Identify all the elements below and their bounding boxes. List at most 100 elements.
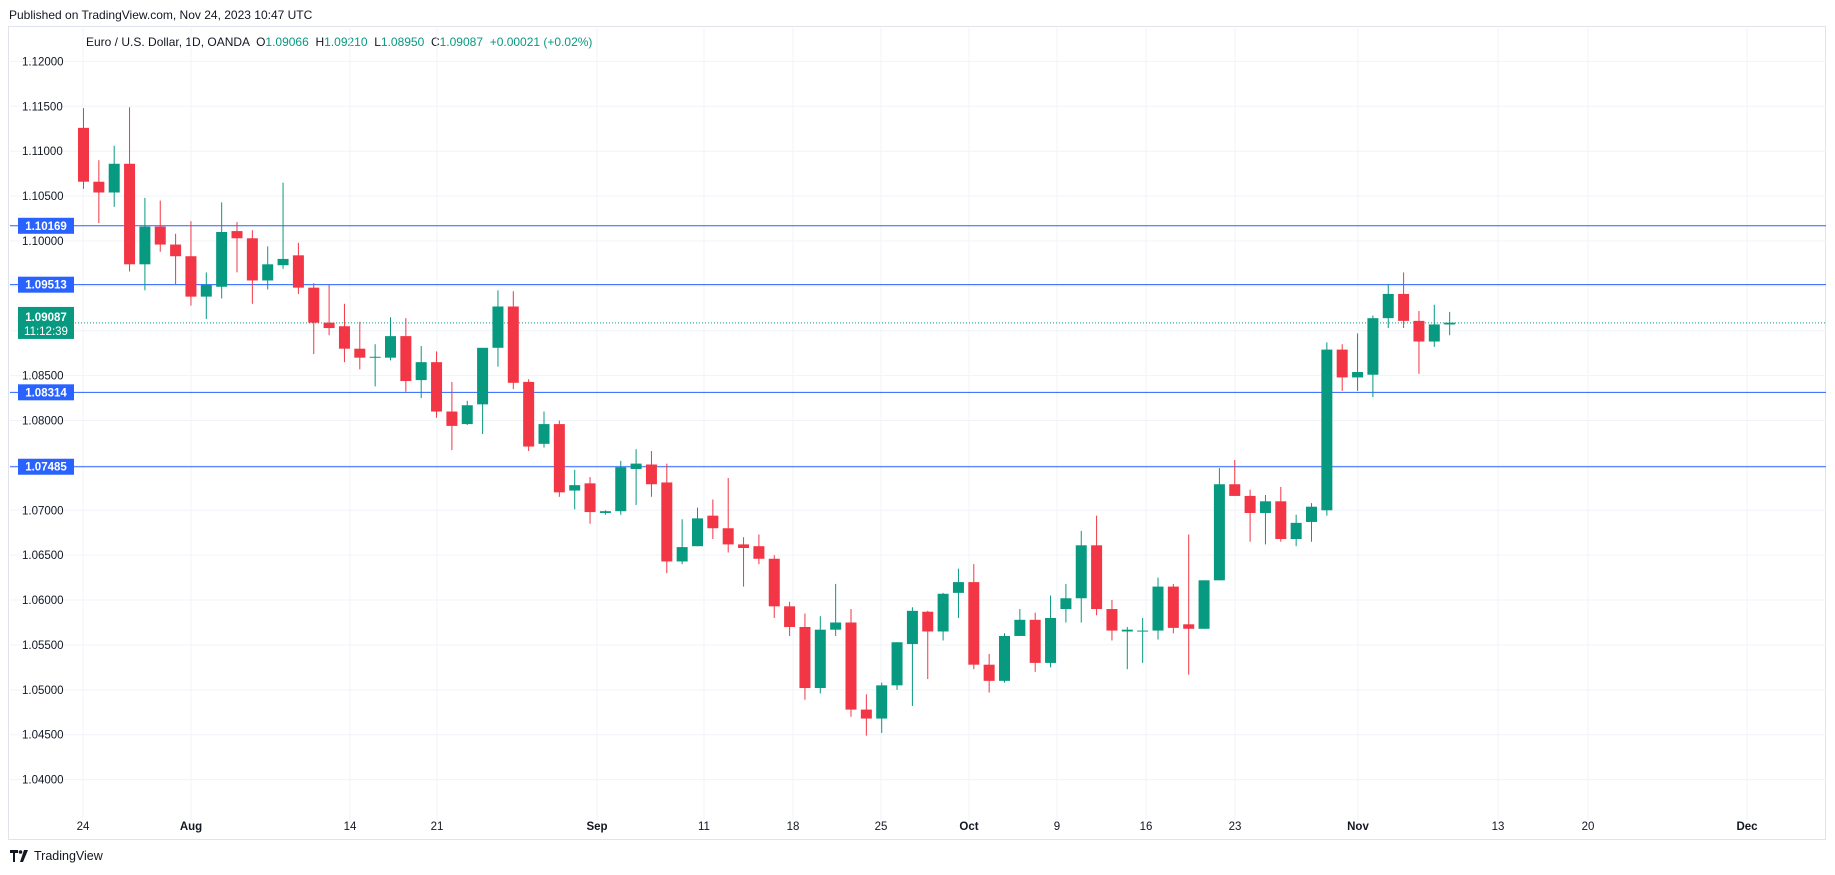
candle-body[interactable] xyxy=(538,424,550,444)
candle-body[interactable] xyxy=(323,322,335,329)
candle-body[interactable] xyxy=(692,518,703,547)
x-tick-label: 24 xyxy=(77,821,90,833)
candle-body[interactable] xyxy=(1060,598,1072,610)
candle-body[interactable] xyxy=(1121,629,1133,632)
candle-body[interactable] xyxy=(292,255,304,288)
candle-body[interactable] xyxy=(553,424,565,493)
candle-body[interactable] xyxy=(124,163,136,265)
candle-body[interactable] xyxy=(784,606,796,627)
candle-body[interactable] xyxy=(860,709,872,719)
candle-body[interactable] xyxy=(1244,495,1256,513)
candle-body[interactable] xyxy=(707,515,719,529)
candle-body[interactable] xyxy=(231,231,243,239)
candle-body[interactable] xyxy=(200,284,212,297)
candle-body[interactable] xyxy=(1183,624,1195,629)
candle-body[interactable] xyxy=(108,163,120,193)
candle-body[interactable] xyxy=(1444,322,1456,325)
candle-body[interactable] xyxy=(968,582,980,665)
candle-body[interactable] xyxy=(722,528,734,545)
candle-body[interactable] xyxy=(1029,619,1041,663)
candle-body[interactable] xyxy=(246,238,258,281)
candle-body[interactable] xyxy=(1275,501,1287,540)
candle-body[interactable] xyxy=(1367,318,1379,375)
candle-body[interactable] xyxy=(1321,349,1333,511)
candle-body[interactable] xyxy=(922,611,934,632)
candle-body[interactable] xyxy=(937,593,949,632)
candle-body[interactable] xyxy=(139,226,151,265)
candle-body[interactable] xyxy=(1229,484,1241,496)
candle-body[interactable] xyxy=(1045,618,1057,663)
candle-body[interactable] xyxy=(738,544,750,548)
candle-body[interactable] xyxy=(216,231,228,287)
candle-body[interactable] xyxy=(461,405,473,425)
candle-body[interactable] xyxy=(1075,545,1087,599)
candle-body[interactable] xyxy=(845,622,857,710)
candle-body[interactable] xyxy=(645,464,657,485)
candle-body[interactable] xyxy=(262,264,274,281)
y-tick-label: 1.08000 xyxy=(22,416,64,428)
candle-body[interactable] xyxy=(1290,522,1302,540)
candle-body[interactable] xyxy=(830,622,842,630)
candle-body[interactable] xyxy=(599,511,611,513)
candle-body[interactable] xyxy=(1091,545,1103,610)
candle-body[interactable] xyxy=(1259,501,1271,513)
candle-body[interactable] xyxy=(431,362,443,412)
candle-body[interactable] xyxy=(1106,609,1118,631)
candle-body[interactable] xyxy=(369,356,381,358)
y-tick-label: 1.10500 xyxy=(22,191,64,203)
candle-body[interactable] xyxy=(1137,630,1149,632)
candle-body[interactable] xyxy=(154,226,166,245)
candle-body[interactable] xyxy=(523,381,535,447)
candle-body[interactable] xyxy=(492,306,504,348)
candle-body[interactable] xyxy=(170,244,182,257)
candle-body[interactable] xyxy=(308,287,320,323)
candle-body[interactable] xyxy=(1352,372,1364,378)
candle-body[interactable] xyxy=(753,546,765,559)
candle-body[interactable] xyxy=(799,626,811,689)
candle-body[interactable] xyxy=(1213,484,1225,581)
candle-body[interactable] xyxy=(78,127,89,182)
candle-body[interactable] xyxy=(507,306,519,383)
candle-body[interactable] xyxy=(1014,619,1026,636)
candle-body[interactable] xyxy=(891,642,903,686)
candle-body[interactable] xyxy=(1413,320,1425,342)
candle-body[interactable] xyxy=(768,558,780,607)
candle-body[interactable] xyxy=(185,256,197,297)
candle-body[interactable] xyxy=(814,629,826,689)
candle-body[interactable] xyxy=(584,483,596,513)
candle-body[interactable] xyxy=(906,610,918,645)
candle-body[interactable] xyxy=(338,326,350,349)
chart-frame[interactable] xyxy=(8,26,1826,840)
candle-body[interactable] xyxy=(1398,293,1410,321)
level-label: 1.09513 xyxy=(25,280,67,292)
candle-body[interactable] xyxy=(983,664,995,681)
candle-body[interactable] xyxy=(277,258,289,266)
candle-body[interactable] xyxy=(952,582,964,593)
candle-body[interactable] xyxy=(1428,324,1440,342)
candle-body[interactable] xyxy=(1198,580,1210,629)
candle-body[interactable] xyxy=(354,348,366,358)
tradingview-logo-icon[interactable] xyxy=(10,850,30,862)
candle-body[interactable] xyxy=(477,347,489,405)
level-label: 1.10169 xyxy=(25,221,67,233)
candle-body[interactable] xyxy=(676,547,688,562)
candle-body[interactable] xyxy=(630,463,642,469)
candle-body[interactable] xyxy=(415,362,427,381)
candle-body[interactable] xyxy=(400,336,412,382)
x-tick-label: 20 xyxy=(1582,821,1595,833)
candle-body[interactable] xyxy=(1336,349,1348,378)
candle-body[interactable] xyxy=(661,482,673,562)
close-label: C xyxy=(430,35,440,49)
candle-body[interactable] xyxy=(1306,506,1317,522)
candle-body[interactable] xyxy=(999,635,1010,681)
candle-body[interactable] xyxy=(446,411,458,426)
candle-body[interactable] xyxy=(615,467,627,512)
candle-body[interactable] xyxy=(1167,586,1179,628)
candle-body[interactable] xyxy=(1152,586,1164,631)
candle-body[interactable] xyxy=(385,336,396,358)
candle-body[interactable] xyxy=(93,181,105,193)
candle-body[interactable] xyxy=(569,485,581,491)
candle-body[interactable] xyxy=(876,685,888,719)
candle-body[interactable] xyxy=(1382,293,1394,319)
